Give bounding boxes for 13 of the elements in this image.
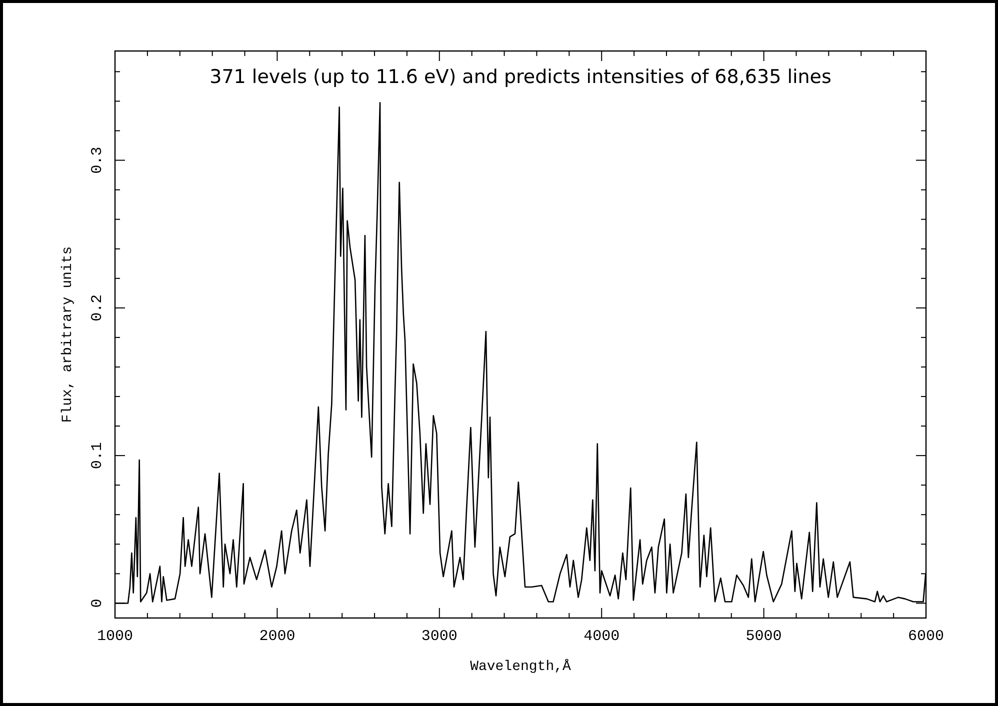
x-tick-label: 4000 (584, 628, 620, 645)
y-tick-label: 0 (89, 598, 106, 608)
x-tick-label: 2000 (259, 628, 296, 645)
y-axis-title: Flux, arbitrary units (60, 246, 76, 423)
x-tick-label: 3000 (421, 628, 458, 645)
x-tick-label: 6000 (908, 628, 944, 645)
y-tick-label: 0.2 (89, 294, 106, 322)
text: 371 levels (up to 11.6 eV) and predicts intensities of 68,635 lines (210, 66, 832, 88)
y-tick-label: 0.3 (89, 146, 106, 174)
y-tick-label: 0.1 (89, 442, 106, 470)
x-tick-label: 1000 (96, 628, 134, 645)
x-axis-title: Wavelength,Å (470, 658, 572, 675)
x-tick-label: 5000 (746, 628, 782, 645)
